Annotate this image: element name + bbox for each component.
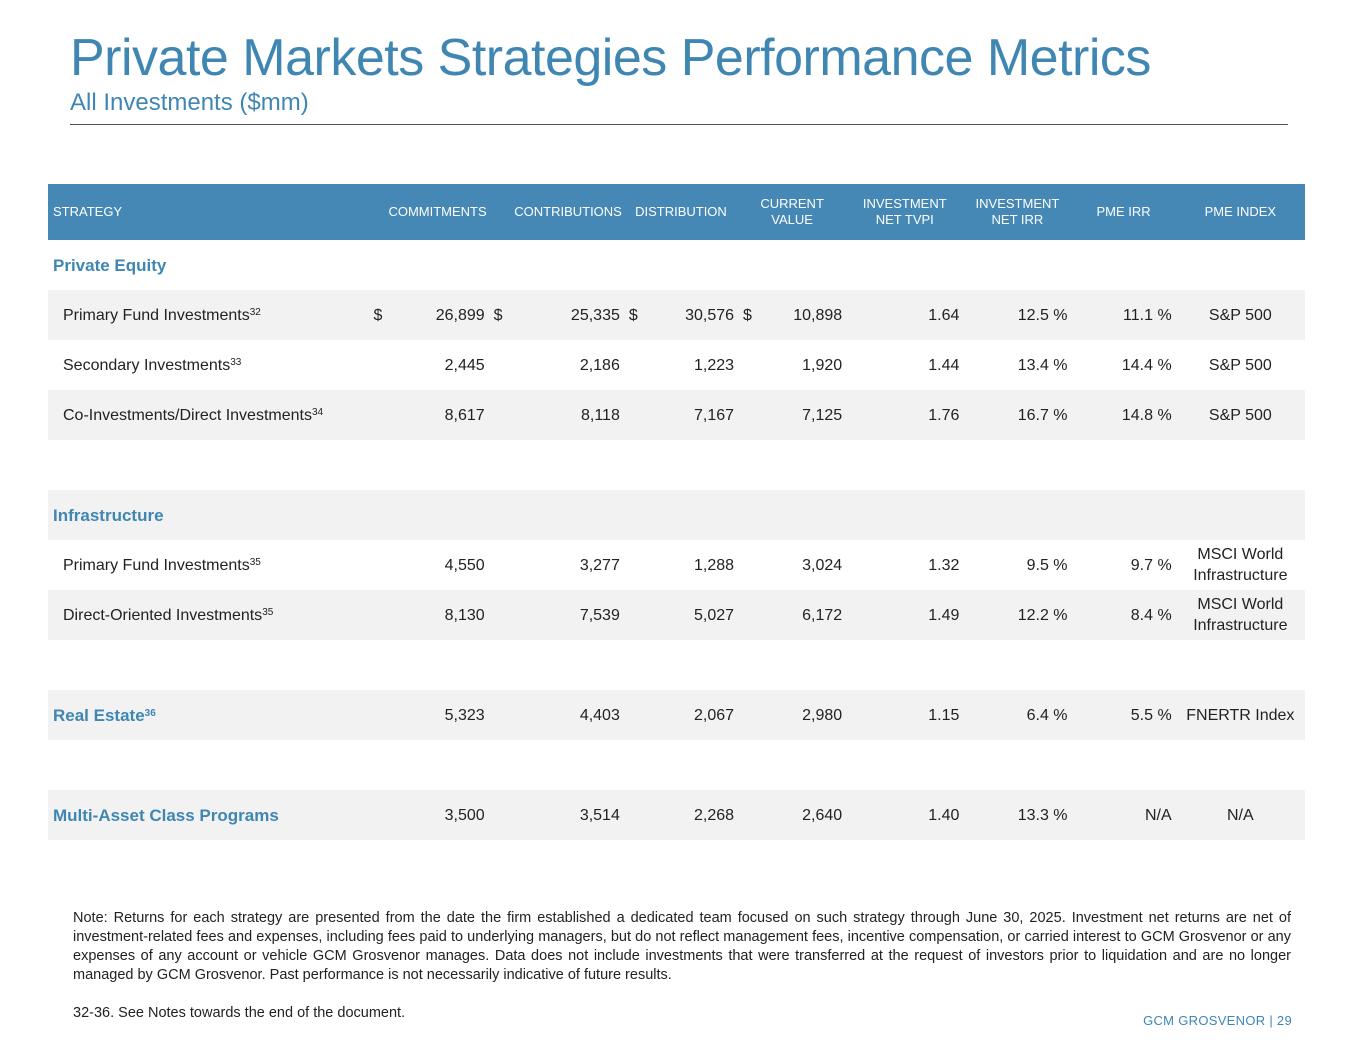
distribution-value: 1,288 bbox=[693, 556, 735, 574]
strategy-name: Primary Fund Investments35 bbox=[63, 556, 261, 574]
tvpi-value: 1.64 bbox=[928, 306, 960, 324]
pme-irr-value: 8.4 % bbox=[1130, 606, 1172, 624]
strategy-name: Direct-Oriented Investments35 bbox=[63, 606, 274, 624]
contributions-value: 8,118 bbox=[581, 406, 620, 424]
current-value: 10,898 bbox=[793, 306, 843, 324]
commitments-value: 2,445 bbox=[444, 356, 485, 374]
contributions-value: 4,403 bbox=[579, 706, 620, 724]
distribution-value: 2,067 bbox=[693, 706, 735, 724]
table-row-multi-asset: Multi-Asset Class Programs 3,500 3,514 2… bbox=[48, 790, 1305, 840]
tvpi-value: 1.15 bbox=[928, 706, 960, 724]
table-row: Primary Fund Investments32 $ 26,899 $ 25… bbox=[48, 290, 1305, 340]
contributions-value: 3,514 bbox=[579, 806, 620, 824]
spacer-row bbox=[48, 440, 1305, 490]
distribution-value: 30,576 bbox=[685, 306, 735, 324]
header-strategy: STRATEGY bbox=[53, 204, 123, 219]
strategy-name: Co-Investments/Direct Investments34 bbox=[63, 406, 324, 424]
pme-irr-value: 9.7 % bbox=[1130, 556, 1172, 574]
irr-value: 6.4 % bbox=[1026, 706, 1068, 724]
current-value: 7,125 bbox=[802, 406, 843, 424]
irr-value: 13.4 % bbox=[1017, 356, 1068, 374]
strategy-name: Primary Fund Investments32 bbox=[63, 306, 261, 324]
page-subtitle: All Investments ($mm) bbox=[70, 89, 309, 116]
tvpi-value: 1.40 bbox=[928, 806, 960, 824]
header-distribution: DISTRIBUTION bbox=[635, 204, 727, 219]
distribution-value: 1,223 bbox=[693, 356, 735, 374]
pme-irr-value: 14.8 % bbox=[1121, 406, 1172, 424]
tvpi-value: 1.32 bbox=[928, 556, 960, 574]
currency-symbol: $ bbox=[628, 306, 638, 324]
current-value: 1,920 bbox=[802, 356, 843, 374]
performance-table: STRATEGY COMMITMENTS CONTRIBUTIONS DISTR… bbox=[48, 184, 1305, 840]
commitments-value: 3,500 bbox=[444, 806, 485, 824]
table-row: Co-Investments/Direct Investments34 8,61… bbox=[48, 390, 1305, 440]
group-row-infrastructure: Infrastructure bbox=[48, 490, 1305, 540]
current-value: 6,172 bbox=[802, 606, 843, 624]
currency-symbol: $ bbox=[373, 306, 383, 324]
group-label: Infrastructure bbox=[53, 505, 164, 525]
group-label: Private Equity bbox=[53, 255, 167, 275]
pme-index-value: MSCI World Infrastructure bbox=[1193, 596, 1288, 634]
title-divider bbox=[70, 124, 1288, 125]
currency-symbol: $ bbox=[743, 306, 752, 324]
tvpi-value: 1.44 bbox=[928, 356, 960, 374]
pme-index-value: FNERTR Index bbox=[1186, 706, 1295, 724]
page-title: Private Markets Strategies Performance M… bbox=[70, 29, 1151, 87]
table-header-row: STRATEGY COMMITMENTS CONTRIBUTIONS DISTR… bbox=[48, 184, 1305, 240]
header-net-tvpi: INVESTMENT NET TVPI bbox=[862, 196, 947, 227]
current-value: 2,980 bbox=[802, 706, 843, 724]
distribution-value: 7,167 bbox=[693, 406, 735, 424]
pme-irr-value: 11.1 % bbox=[1123, 306, 1172, 324]
current-value: 3,024 bbox=[802, 556, 843, 574]
pme-irr-value: N/A bbox=[1145, 806, 1172, 824]
tvpi-value: 1.76 bbox=[928, 406, 960, 424]
header-commitments: COMMITMENTS bbox=[388, 204, 487, 219]
commitments-value: 8,130 bbox=[444, 606, 485, 624]
table-row: Primary Fund Investments35 4,550 3,277 1… bbox=[48, 540, 1305, 590]
pme-irr-value: 14.4 % bbox=[1121, 356, 1172, 374]
commitments-value: 5,323 bbox=[444, 706, 485, 724]
table-row-real-estate: Real Estate36 5,323 4,403 2,067 2,980 1.… bbox=[48, 690, 1305, 740]
disclaimer-note: Note: Returns for each strategy are pres… bbox=[73, 910, 1291, 983]
tvpi-value: 1.49 bbox=[928, 606, 960, 624]
contributions-value: 7,539 bbox=[579, 606, 620, 624]
irr-value: 13.3 % bbox=[1017, 806, 1068, 824]
pme-index-value: S&P 500 bbox=[1208, 406, 1272, 424]
strategy-name: Secondary Investments33 bbox=[63, 356, 242, 374]
pme-index-value: S&P 500 bbox=[1208, 356, 1272, 374]
header-pme-irr: PME IRR bbox=[1096, 204, 1151, 219]
spacer-row bbox=[48, 740, 1305, 790]
commitments-value: 8,617 bbox=[444, 406, 485, 424]
header-pme-index: PME INDEX bbox=[1204, 204, 1277, 219]
pme-index-value: MSCI World Infrastructure bbox=[1193, 546, 1288, 584]
contributions-value: 25,335 bbox=[570, 306, 620, 324]
strategy-name: Multi-Asset Class Programs bbox=[53, 805, 279, 825]
footnote-reference: 32-36. See Notes towards the end of the … bbox=[73, 1005, 406, 1021]
table-row: Direct-Oriented Investments35 8,130 7,53… bbox=[48, 590, 1305, 640]
commitments-value: 4,550 bbox=[444, 556, 485, 574]
distribution-value: 5,027 bbox=[693, 606, 735, 624]
page-footer: GCM GROSVENOR | 29 bbox=[1143, 1013, 1292, 1028]
strategy-name: Real Estate36 bbox=[53, 705, 156, 725]
header-contributions: CONTRIBUTIONS bbox=[514, 204, 622, 219]
contributions-value: 2,186 bbox=[579, 356, 620, 374]
contributions-value: 3,277 bbox=[579, 556, 620, 574]
currency-symbol: $ bbox=[493, 306, 503, 324]
irr-value: 9.5 % bbox=[1026, 556, 1068, 574]
commitments-value: 26,899 bbox=[435, 306, 485, 324]
group-row-private-equity: Private Equity bbox=[48, 240, 1305, 290]
spacer-row bbox=[48, 640, 1305, 690]
table-row: Secondary Investments33 2,445 2,186 1,22… bbox=[48, 340, 1305, 390]
pme-irr-value: 5.5 % bbox=[1130, 706, 1172, 724]
irr-value: 12.5 % bbox=[1017, 306, 1068, 324]
current-value: 2,640 bbox=[802, 806, 843, 824]
header-net-irr: INVESTMENT NET IRR bbox=[975, 196, 1060, 227]
irr-value: 16.7 % bbox=[1017, 406, 1068, 424]
pme-index-value: S&P 500 bbox=[1208, 306, 1272, 324]
header-current-value: CURRENT VALUE bbox=[760, 196, 824, 227]
pme-index-value: N/A bbox=[1227, 806, 1254, 824]
distribution-value: 2,268 bbox=[693, 806, 735, 824]
irr-value: 12.2 % bbox=[1017, 606, 1068, 624]
